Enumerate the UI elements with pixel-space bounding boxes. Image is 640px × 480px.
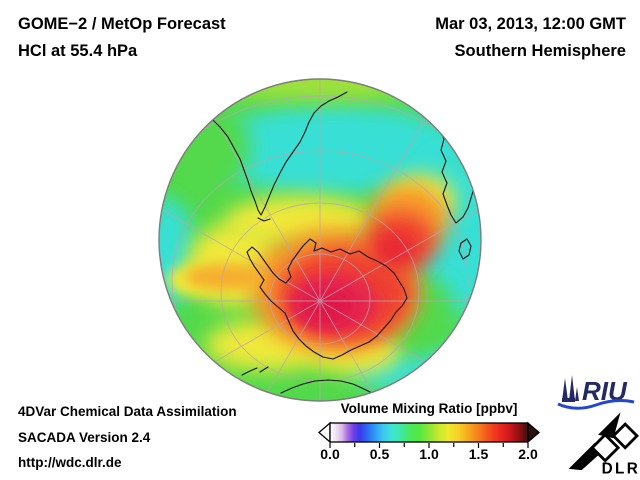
- datetime-block: Mar 03, 2013, 12:00 GMT Southern Hemisph…: [435, 11, 626, 65]
- riu-wave: [557, 399, 635, 410]
- dlr-symbol: [568, 412, 640, 471]
- tick-label-0.5: 0.5: [369, 446, 390, 462]
- tick-label-1.5: 1.5: [468, 446, 489, 462]
- coast-australia: [280, 379, 384, 400]
- tick-label-2.0: 2.0: [518, 446, 538, 462]
- dlr-text: DLR: [602, 461, 640, 476]
- colorbar-left-arrow: [318, 421, 331, 444]
- colorbar-tick-labels: 0.0 0.5 1.0 1.5 2.0: [316, 446, 542, 464]
- product-title: GOME−2 / MetOp Forecast: [18, 15, 226, 33]
- colorbar-title: Volume Mixing Ratio [ppbv]: [340, 401, 518, 416]
- globe-rim: [158, 78, 482, 402]
- cathedral-icon: [562, 375, 579, 402]
- credits-block: 4DVar Chemical Data Assimilation SACADA …: [18, 399, 237, 476]
- dlr-logo: DLR: [568, 412, 640, 476]
- colorbar-right-arrow: [527, 421, 540, 444]
- tick-label-0.0: 0.0: [320, 446, 340, 462]
- coast-south-america: [177, 91, 348, 216]
- hemisphere-label: Southern Hemisphere: [454, 42, 626, 60]
- colorbar: [318, 421, 540, 448]
- tick-label-1.0: 1.0: [419, 446, 439, 462]
- version-label: SACADA Version 2.4: [18, 429, 151, 445]
- colorbar-gradient: [329, 422, 529, 443]
- coast-antarctica: [246, 238, 408, 360]
- assimilation-label: 4DVar Chemical Data Assimilation: [18, 404, 237, 419]
- forecast-datetime: Mar 03, 2013, 12:00 GMT: [435, 15, 626, 33]
- species-level: HCl at 55.4 hPa: [18, 42, 138, 60]
- coast-new-zealand: [241, 366, 269, 376]
- coast-tierra-del-fuego: [257, 217, 271, 222]
- title-block: GOME−2 / MetOp Forecast HCl at 55.4 hPa: [18, 11, 226, 65]
- coast-madagascar: [458, 238, 472, 260]
- colorbar-ticks: [329, 443, 529, 448]
- riu-logo: RIU: [557, 375, 635, 410]
- website-url: http://wdc.dlr.de: [18, 455, 122, 470]
